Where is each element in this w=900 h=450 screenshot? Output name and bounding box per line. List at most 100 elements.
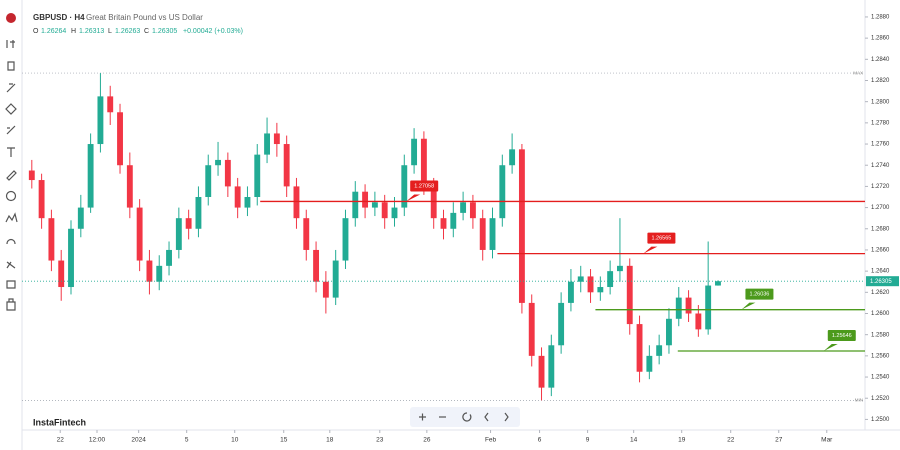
tool-icon[interactable] [6, 83, 16, 93]
ohlc-key: H [71, 28, 76, 35]
x-tick-label: 9 [586, 437, 590, 444]
candle-body [626, 265, 633, 325]
candle-body [538, 355, 545, 388]
candle-body [87, 144, 94, 208]
tool-icon[interactable] [6, 261, 16, 269]
tool-icon[interactable] [6, 238, 16, 245]
candle-body [469, 202, 476, 219]
candle-body [636, 324, 643, 372]
x-tick-label: 18 [326, 437, 334, 444]
x-tick-label: 19 [678, 437, 686, 444]
y-tick-label: 1.2680 [871, 226, 890, 232]
tool-icon[interactable] [7, 61, 15, 71]
candle-body [205, 165, 212, 197]
candle-body [411, 138, 418, 166]
y-tick-label: 1.2860 [871, 36, 890, 42]
y-tick-label: 1.2880 [871, 15, 890, 21]
ohlc-key: C [144, 28, 149, 35]
candle-body [528, 302, 535, 356]
y-tick-label: 1.2620 [871, 290, 890, 296]
ohlc-value: 1.26313 [79, 28, 104, 35]
tool-icon[interactable] [5, 190, 17, 202]
candle-body [420, 138, 427, 187]
candle-body [244, 196, 251, 208]
x-tick-label: 10 [231, 437, 239, 444]
candle-body [38, 180, 45, 219]
level-callout [827, 329, 856, 341]
candle-body [234, 186, 241, 208]
level-callout-pointer [823, 343, 838, 351]
candle-body [185, 218, 192, 229]
ohlc-key: O [33, 28, 39, 35]
tool-icon[interactable] [6, 40, 15, 48]
candle-body [617, 265, 623, 272]
y-tick-label: 1.2560 [871, 353, 890, 359]
candle-body [362, 191, 369, 208]
change: +0.00042 (+0.03%) [183, 28, 243, 35]
level-callout [647, 232, 676, 244]
candle-body [607, 271, 614, 288]
tool-icon[interactable] [6, 280, 16, 289]
last-price-tag [866, 276, 899, 287]
y-tick-label: 1.2820 [871, 78, 890, 84]
candle-body [264, 133, 270, 155]
candle-body [509, 149, 516, 166]
extreme-label: MAX [853, 70, 863, 75]
candle-body [460, 202, 467, 213]
y-tick-label: 1.2740 [871, 163, 890, 169]
y-tick-label: 1.2600 [871, 311, 890, 317]
candle-body [587, 276, 594, 293]
nav-bar [410, 407, 520, 427]
x-tick-label: 12:00 [89, 437, 106, 444]
x-tick-label: Mar [821, 437, 833, 444]
level-label: 1.26565 [651, 236, 671, 242]
y-tick-label: 1.2540 [871, 375, 890, 381]
x-tick-label: 5 [185, 437, 189, 444]
level-callout [745, 288, 774, 300]
candle-body [381, 202, 388, 219]
candle-body [685, 297, 692, 314]
scroll-right-button[interactable] [504, 412, 509, 422]
level-label: 1.25646 [832, 333, 852, 339]
ohlc-key: L [108, 28, 112, 35]
candle-body [656, 345, 663, 356]
y-tick-label: 1.2800 [871, 99, 890, 105]
candle-body [48, 218, 55, 261]
description: Great Britain Pound vs US Dollar [86, 13, 203, 22]
candle-body [715, 281, 721, 286]
tool-icon[interactable] [5, 212, 18, 223]
tool-icon[interactable] [6, 125, 16, 135]
y-tick-label: 1.2660 [871, 248, 890, 254]
y-tick-label: 1.2780 [871, 120, 890, 126]
candle-body [313, 249, 320, 282]
candle-body [322, 281, 329, 298]
candle-body [156, 265, 163, 282]
level-callout [410, 180, 439, 192]
x-tick-label: 22 [57, 437, 65, 444]
reset-button[interactable] [462, 412, 472, 422]
toolbar [5, 13, 18, 311]
zoom-in-button[interactable] [419, 413, 426, 421]
tool-icon[interactable] [7, 147, 15, 157]
x-tick-label: 23 [376, 437, 384, 444]
candle-body [136, 207, 143, 261]
candle-body [175, 218, 182, 250]
y-tick-label: 1.2520 [871, 396, 890, 402]
candle-body [430, 186, 437, 219]
ohlc-value: 1.26263 [115, 28, 140, 35]
ohlc-value: 1.26305 [152, 28, 177, 35]
ohlc-value: 1.26264 [41, 28, 66, 35]
candle-body [558, 302, 565, 346]
scroll-left-button[interactable] [484, 412, 489, 422]
candle-body [518, 149, 525, 303]
tool-icon[interactable] [6, 298, 16, 311]
tool-icon[interactable] [5, 103, 17, 115]
candle-body [499, 165, 506, 219]
y-tick-label: 1.2840 [871, 57, 890, 63]
y-tick-label: 1.2500 [871, 417, 890, 423]
tool-icon[interactable] [6, 170, 17, 181]
x-tick-label: 2024 [131, 437, 146, 444]
candle-body [646, 355, 653, 372]
candle-body [58, 260, 65, 288]
